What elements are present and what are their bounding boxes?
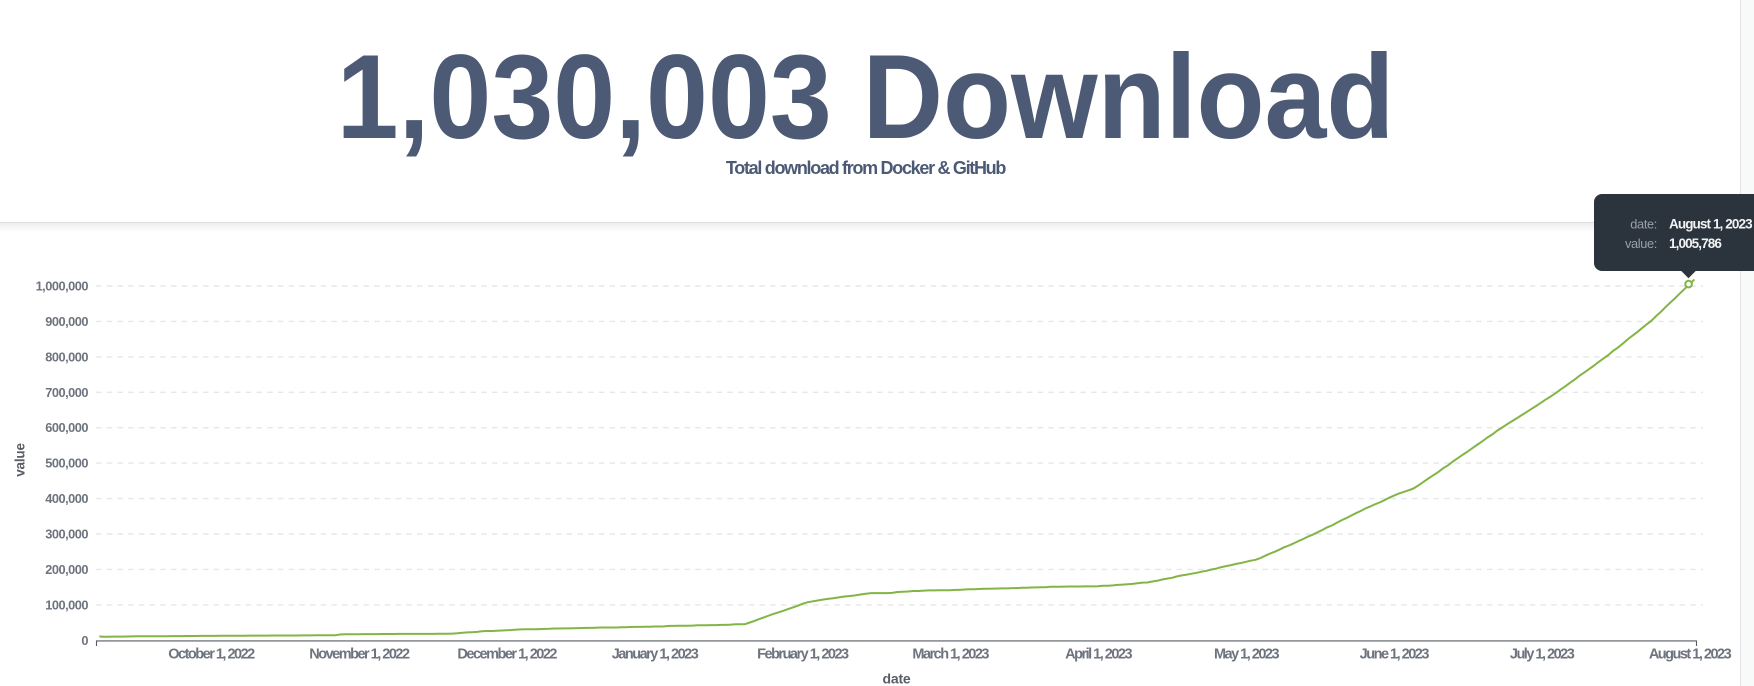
svg-text:value:: value: <box>1625 236 1657 251</box>
svg-text:March 1, 2023: March 1, 2023 <box>912 647 989 663</box>
svg-text:November 1, 2022: November 1, 2022 <box>309 647 410 663</box>
svg-text:June 1, 2023: June 1, 2023 <box>1360 647 1430 663</box>
svg-text:July 1, 2023: July 1, 2023 <box>1510 647 1575 663</box>
svg-text:date:: date: <box>1630 217 1657 232</box>
svg-text:900,000: 900,000 <box>45 314 88 329</box>
svg-text:May 1, 2023: May 1, 2023 <box>1214 647 1280 663</box>
svg-text:October 1, 2022: October 1, 2022 <box>168 647 255 663</box>
svg-text:January 1, 2023: January 1, 2023 <box>612 647 699 663</box>
svg-text:August 1, 2023: August 1, 2023 <box>1649 647 1732 663</box>
svg-text:300,000: 300,000 <box>45 527 88 542</box>
svg-text:December 1, 2022: December 1, 2022 <box>457 647 557 663</box>
svg-text:February 1, 2023: February 1, 2023 <box>757 647 849 663</box>
svg-text:0: 0 <box>81 633 88 648</box>
svg-text:400,000: 400,000 <box>45 491 88 506</box>
svg-text:600,000: 600,000 <box>45 420 88 435</box>
svg-text:date: date <box>883 671 911 686</box>
svg-text:700,000: 700,000 <box>45 385 88 400</box>
svg-text:1,000,000: 1,000,000 <box>36 279 89 294</box>
svg-text:value: value <box>13 443 28 477</box>
svg-text:1,005,786: 1,005,786 <box>1669 236 1722 251</box>
svg-text:August 1, 2023: August 1, 2023 <box>1669 217 1753 232</box>
svg-text:800,000: 800,000 <box>45 349 88 364</box>
svg-text:April 1, 2023: April 1, 2023 <box>1065 647 1132 663</box>
svg-text:500,000: 500,000 <box>45 456 88 471</box>
svg-text:200,000: 200,000 <box>45 562 88 577</box>
svg-text:100,000: 100,000 <box>45 597 88 612</box>
